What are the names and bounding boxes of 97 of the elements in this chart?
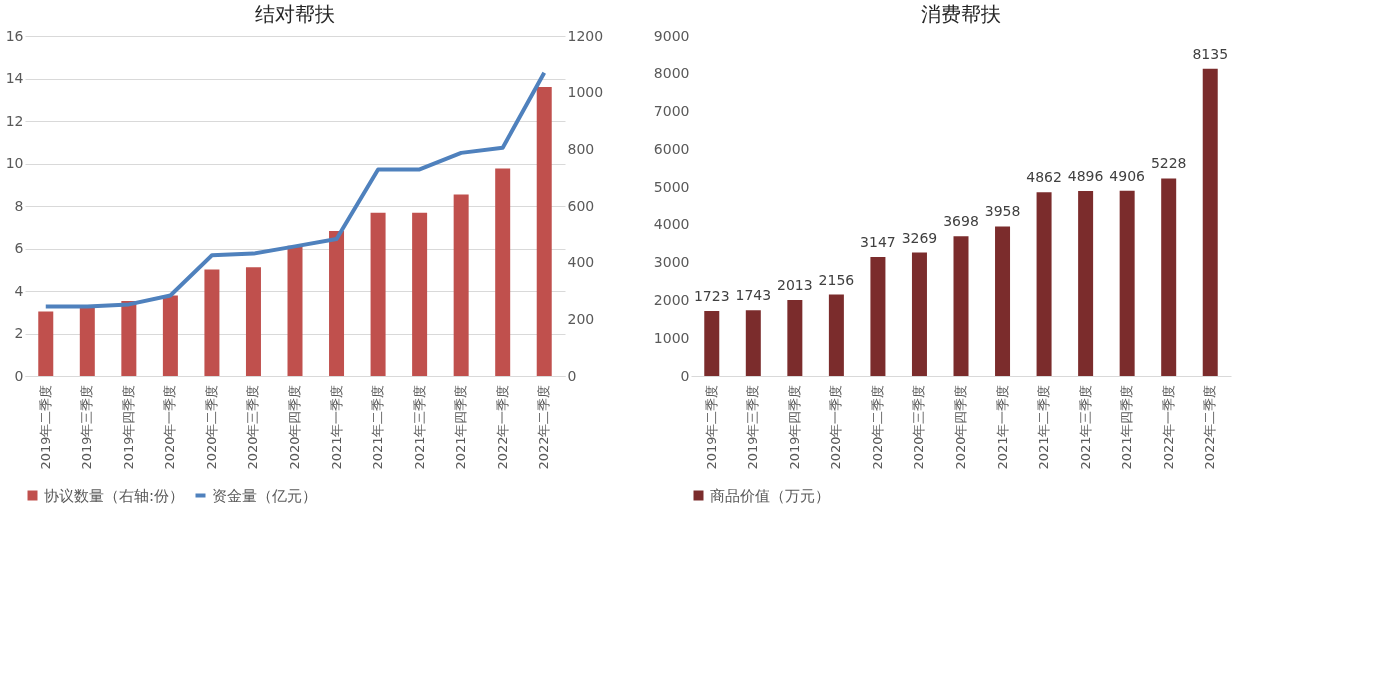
bar bbox=[828, 294, 844, 376]
x-tick-label: 2021年三季度 bbox=[1077, 384, 1093, 470]
x-tick-label: 2020年二季度 bbox=[203, 384, 219, 470]
bar bbox=[1119, 190, 1135, 376]
bar bbox=[287, 245, 303, 376]
bar bbox=[745, 310, 761, 376]
y-tick-label: 0 bbox=[680, 367, 690, 384]
x-tick-label: 2020年三季度 bbox=[245, 384, 261, 470]
bar bbox=[536, 87, 552, 376]
x-tick-label: 2021年三季度 bbox=[411, 384, 427, 470]
y-tick-label: 9000 bbox=[653, 27, 690, 44]
bar bbox=[1078, 191, 1094, 376]
y-tick-label: 6 bbox=[14, 240, 24, 256]
y-tick-label: 3000 bbox=[653, 254, 690, 271]
bar bbox=[704, 310, 720, 376]
x-tick-label: 2021年二季度 bbox=[1036, 384, 1052, 470]
chart-title: 结对帮扶 bbox=[255, 2, 335, 26]
data-label: 3147 bbox=[860, 234, 896, 251]
y-tick-label: 12 bbox=[5, 112, 24, 129]
y2-tick-label: 600 bbox=[567, 197, 595, 214]
bar bbox=[995, 226, 1011, 376]
y-tick-label: 6000 bbox=[653, 140, 690, 157]
data-label: 3698 bbox=[943, 213, 979, 230]
x-tick-label: 2020年四季度 bbox=[953, 384, 968, 470]
y-tick-label: 2 bbox=[14, 325, 24, 341]
bar bbox=[245, 267, 261, 376]
bar bbox=[495, 168, 511, 376]
y2-tick-label: 800 bbox=[567, 140, 595, 157]
y2-tick-label: 1000 bbox=[567, 84, 604, 101]
x-tick-label: 2020年二季度 bbox=[869, 384, 885, 470]
legend-label: 商品价值（万元） bbox=[710, 486, 830, 505]
y-tick-label: 8000 bbox=[653, 65, 690, 82]
x-tick-label: 2019年四季度 bbox=[786, 384, 802, 470]
x-tick-label: 2021年一季度 bbox=[328, 384, 344, 470]
y-tick-label: 8 bbox=[14, 197, 24, 214]
x-tick-label: 2021年四季度 bbox=[453, 384, 469, 470]
x-tick-label: 2019年三季度 bbox=[745, 384, 761, 470]
y-tick-label: 14 bbox=[5, 70, 24, 86]
data-label: 8135 bbox=[1192, 45, 1229, 62]
bar bbox=[1036, 192, 1052, 376]
y-tick-label: 4000 bbox=[653, 216, 690, 233]
chart-title: 消费帮扶 bbox=[921, 2, 1001, 26]
bar bbox=[121, 300, 137, 376]
y-tick-label: 7000 bbox=[653, 103, 690, 120]
y-tick-label: 1000 bbox=[653, 329, 690, 346]
data-label: 3958 bbox=[984, 203, 1021, 220]
x-tick-label: 2022年二季度 bbox=[1202, 384, 1218, 470]
data-label: 3269 bbox=[901, 229, 938, 246]
y-tick-label: 10 bbox=[5, 155, 24, 171]
bar bbox=[162, 295, 178, 376]
y2-tick-label: 400 bbox=[567, 254, 595, 271]
x-tick-label: 2019年二季度 bbox=[703, 384, 719, 470]
bar bbox=[79, 306, 95, 376]
x-tick-label: 2022年一季度 bbox=[1160, 384, 1176, 470]
x-tick-label: 2021年四季度 bbox=[1119, 384, 1135, 470]
x-tick-label: 2019年三季度 bbox=[79, 384, 95, 470]
x-tick-label: 2020年四季度 bbox=[287, 384, 302, 470]
data-label: 1723 bbox=[693, 287, 730, 304]
legend-label: 协议数量（右轴:份） bbox=[44, 486, 185, 505]
x-tick-label: 2019年四季度 bbox=[120, 384, 136, 470]
bar bbox=[204, 269, 220, 376]
x-tick-label: 2020年三季度 bbox=[911, 384, 927, 470]
x-tick-label: 2022年一季度 bbox=[494, 384, 510, 470]
x-tick-label: 2019年二季度 bbox=[37, 384, 53, 470]
bar bbox=[911, 252, 927, 376]
x-tick-label: 2021年二季度 bbox=[370, 384, 386, 470]
x-tick-label: 2020年一季度 bbox=[828, 384, 844, 470]
line-series bbox=[43, 70, 547, 309]
data-label: 5228 bbox=[1150, 155, 1187, 172]
legend-label: 资金量（亿元） bbox=[212, 486, 317, 505]
data-label: 2013 bbox=[777, 276, 813, 293]
bar bbox=[787, 299, 803, 376]
bar bbox=[370, 212, 386, 376]
x-tick-label: 2021年一季度 bbox=[994, 384, 1010, 470]
x-tick-label: 2022年二季度 bbox=[536, 384, 552, 470]
bar bbox=[953, 236, 969, 376]
bar bbox=[453, 194, 469, 376]
y2-tick-label: 200 bbox=[567, 310, 595, 327]
x-tick-label: 2020年一季度 bbox=[162, 384, 178, 470]
bar bbox=[38, 311, 54, 376]
data-label: 2156 bbox=[818, 271, 855, 288]
y-tick-label: 0 bbox=[14, 367, 24, 384]
y2-tick-label: 0 bbox=[567, 367, 577, 384]
y-tick-label: 4 bbox=[14, 282, 24, 299]
y2-tick-label: 1200 bbox=[567, 27, 604, 44]
y-tick-label: 5000 bbox=[653, 178, 690, 195]
bar bbox=[412, 212, 428, 376]
data-label: 4862 bbox=[1026, 169, 1062, 186]
bar bbox=[1161, 178, 1177, 376]
bar bbox=[870, 257, 886, 376]
bar bbox=[1202, 68, 1218, 376]
bar bbox=[329, 230, 345, 376]
y-tick-label: 16 bbox=[5, 27, 24, 44]
data-label: 4906 bbox=[1109, 167, 1146, 184]
y-tick-label: 2000 bbox=[653, 291, 690, 308]
data-label: 4896 bbox=[1067, 168, 1104, 185]
data-label: 1743 bbox=[735, 287, 772, 304]
